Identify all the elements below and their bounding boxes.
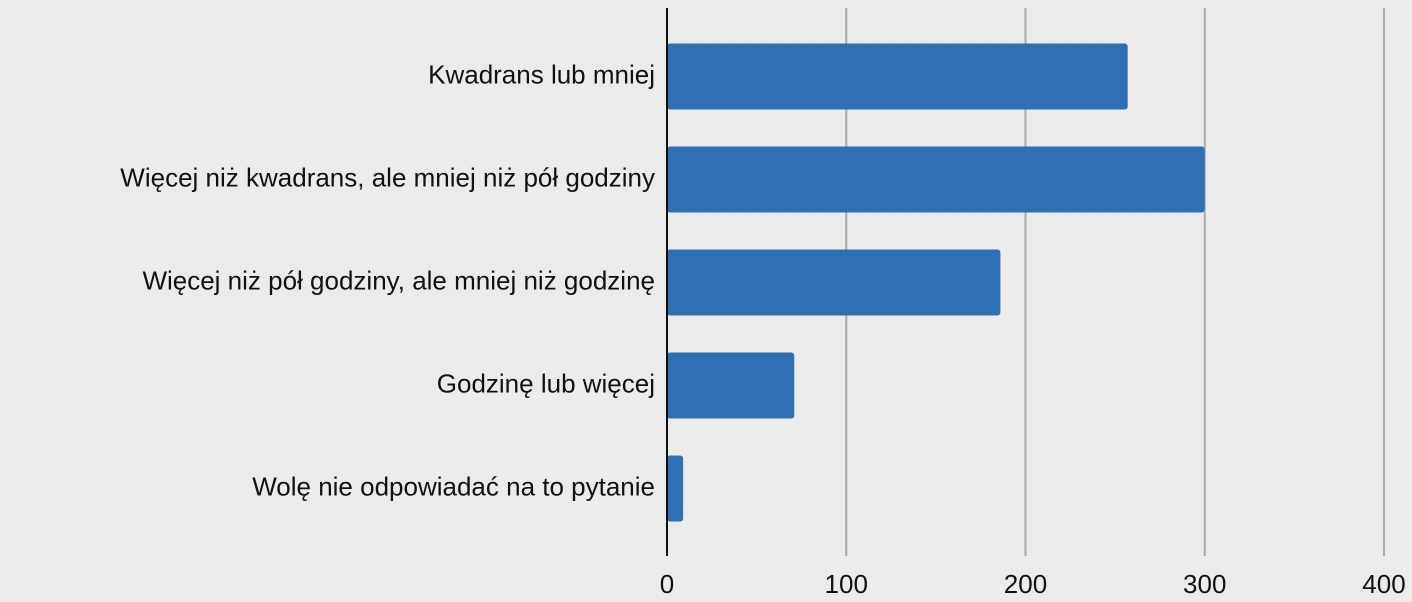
bar	[667, 249, 1001, 316]
bar	[667, 43, 1128, 110]
y-tick-label: Wolę nie odpowiadać na to pytanie	[252, 471, 655, 501]
x-tick-label: 400	[1362, 569, 1405, 599]
bar	[667, 352, 795, 419]
x-tick-label: 0	[660, 569, 674, 599]
bar	[667, 146, 1205, 213]
y-tick-label: Więcej niż kwadrans, ale mniej niż pół g…	[120, 162, 655, 192]
x-tick-label: 300	[1183, 569, 1226, 599]
x-tick-label: 100	[825, 569, 868, 599]
y-tick-label: Kwadrans lub mniej	[428, 59, 655, 89]
y-tick-label: Godzinę lub więcej	[437, 368, 655, 398]
x-tick-label: 200	[1004, 569, 1047, 599]
y-tick-label: Więcej niż pół godziny, ale mniej niż go…	[142, 265, 655, 295]
bar	[667, 455, 684, 522]
